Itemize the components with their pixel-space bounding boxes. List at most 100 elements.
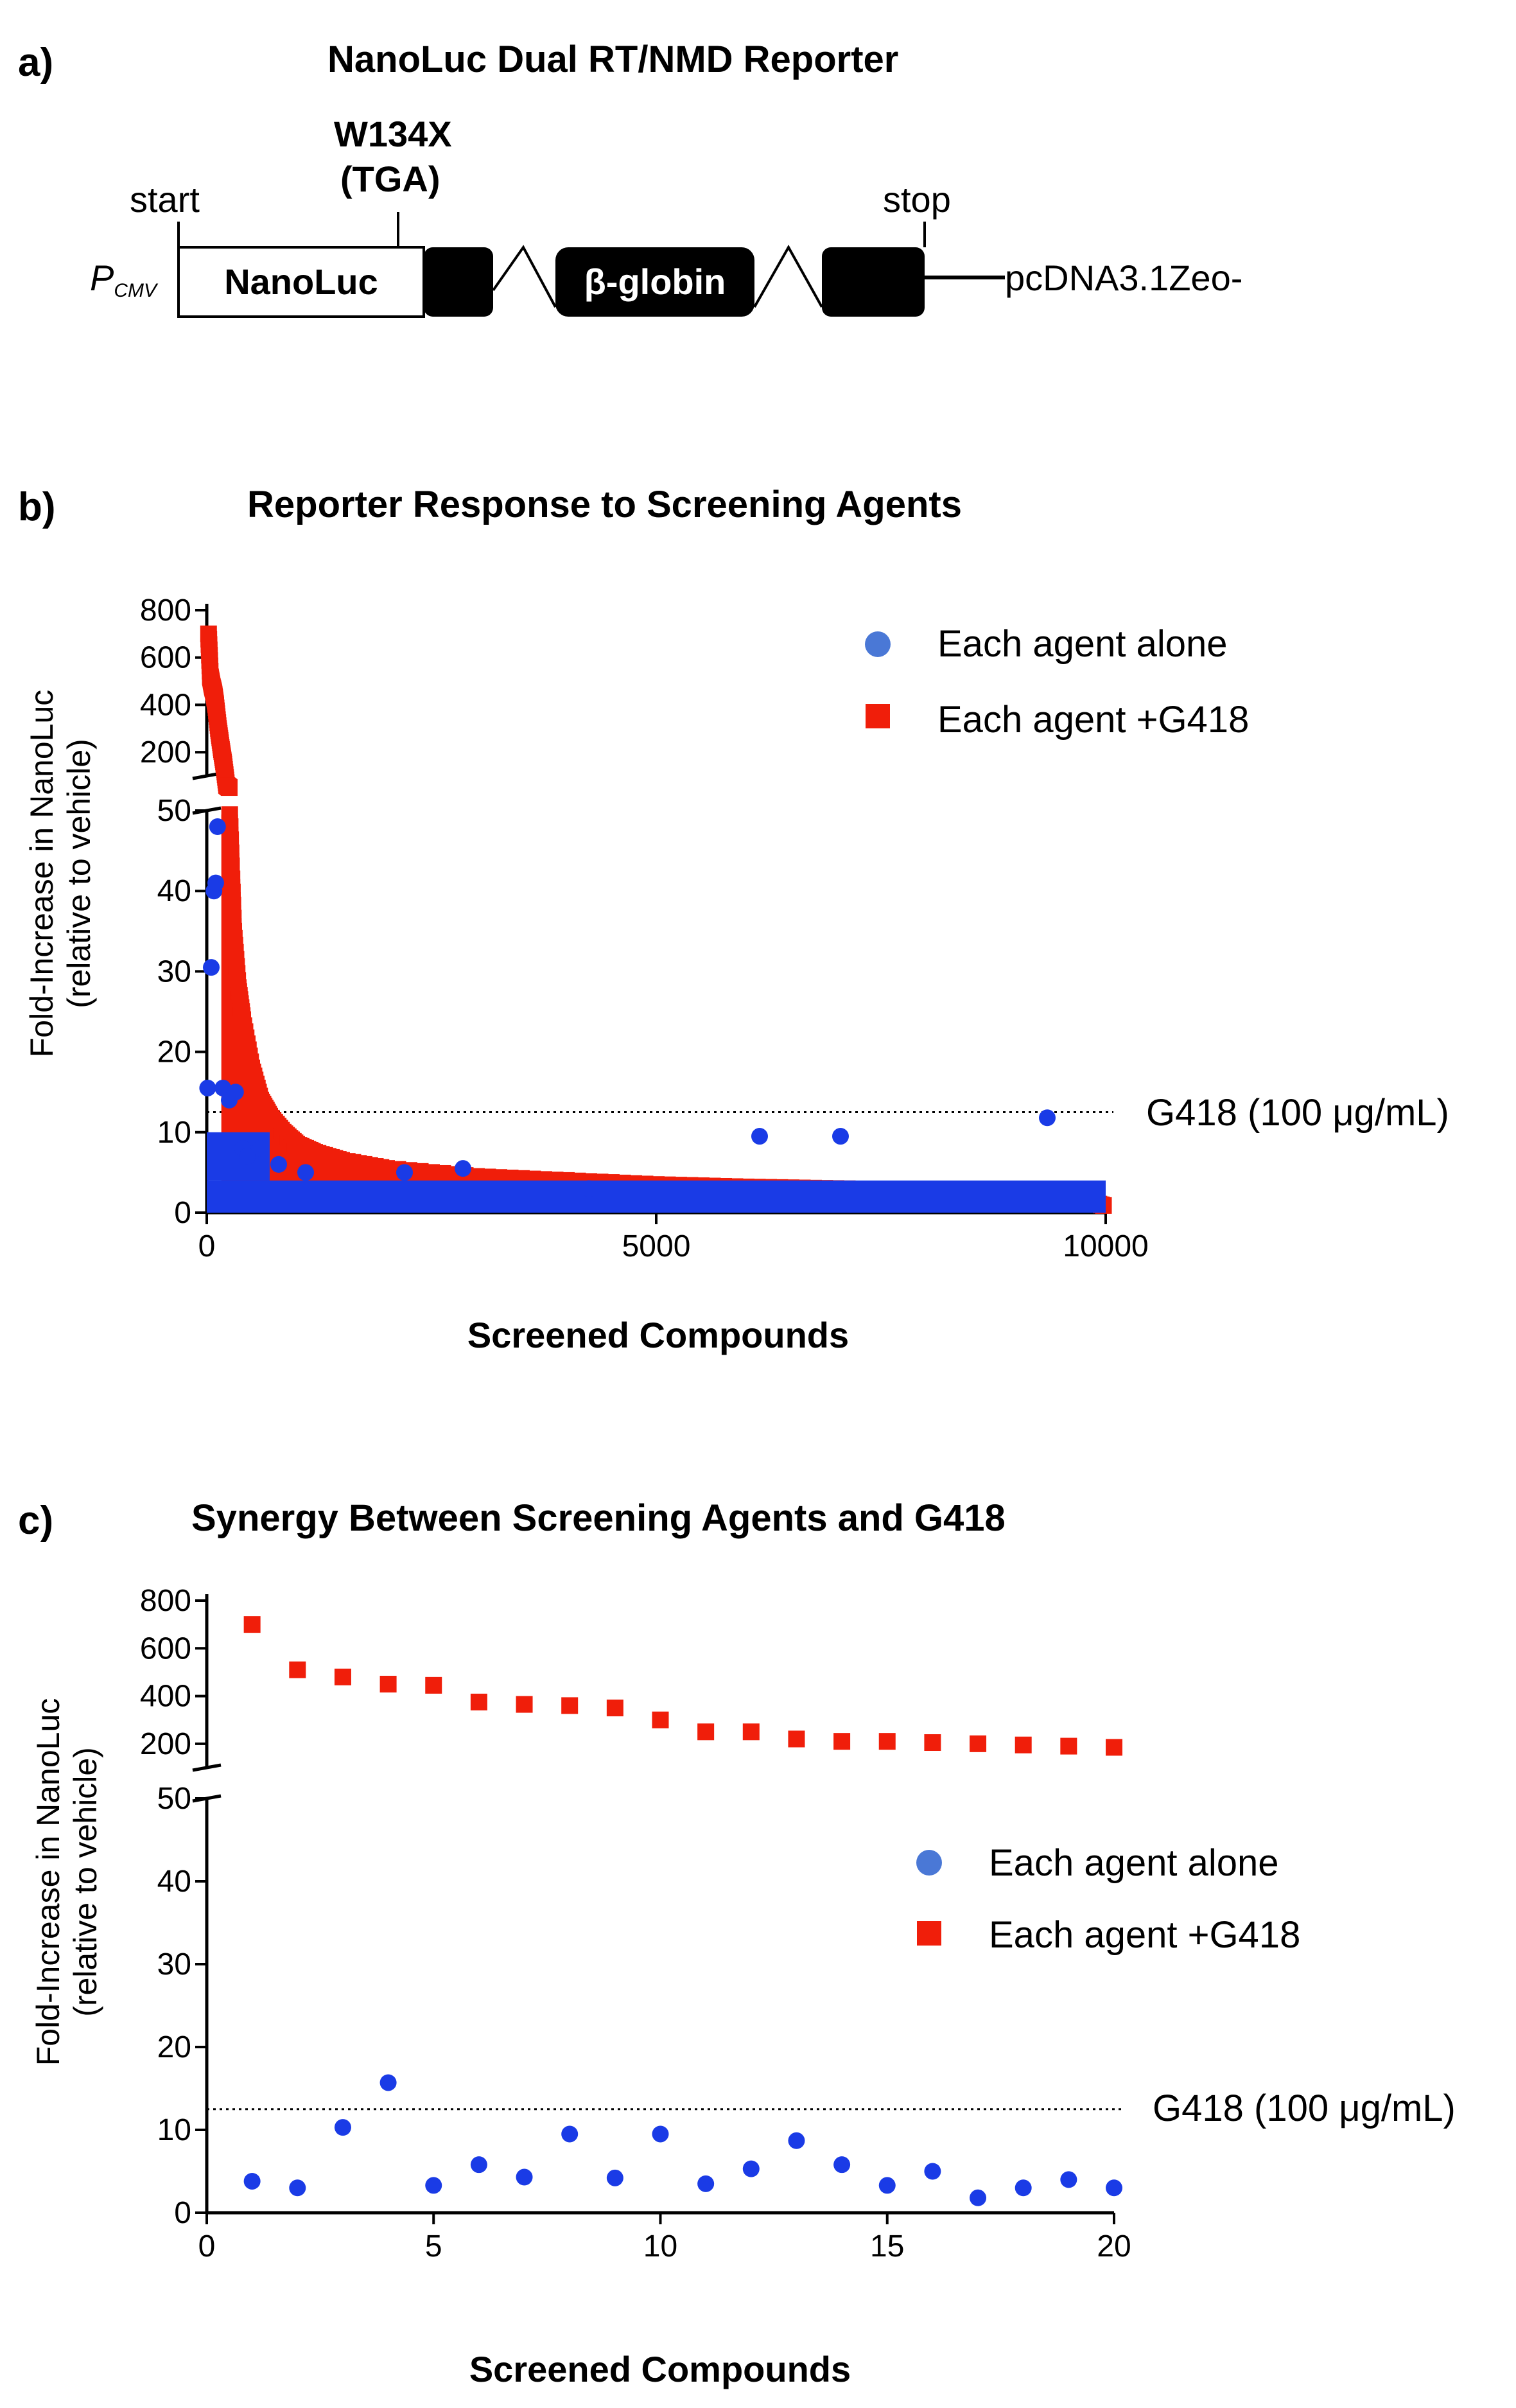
promoter-p: P xyxy=(90,258,114,298)
chart-c-xtick-label: 15 xyxy=(870,2229,904,2263)
chart-c-point-alone xyxy=(742,2160,760,2177)
chart-c-point-g418 xyxy=(788,1730,805,1748)
chart-b-legend-alone: Each agent alone xyxy=(937,623,1227,665)
chart-c-point-alone xyxy=(334,2119,351,2136)
chart-b-legend-g418: Each agent +G418 xyxy=(937,699,1249,741)
chart-b-point-alone xyxy=(396,1164,413,1181)
chart-c-ylabel: Fold-Increase in NanoLuc (relative to ve… xyxy=(30,1698,103,2066)
promoter-sub: CMV xyxy=(114,280,159,301)
chart-c-point-alone xyxy=(606,2169,623,2186)
chart-b-xtick-label: 5000 xyxy=(622,1229,691,1263)
chart-c-ytick-label: 50 xyxy=(157,1782,191,1816)
chart-c-point-g418 xyxy=(561,1697,579,1714)
chart-c-ytick-label-upper: 800 xyxy=(140,1584,191,1618)
panel-a: a) NanoLuc Dual RT/NMD Reporter W134X (T… xyxy=(18,39,1242,318)
chart-b-point-alone xyxy=(199,1079,216,1096)
chart-b-ytick-label-upper: 600 xyxy=(140,641,191,675)
stop-label: stop xyxy=(883,179,951,220)
chart-c-point-alone xyxy=(1015,2179,1032,2197)
chart-c-ytick-label-upper: 600 xyxy=(140,1631,191,1665)
chart-c-ytick-label: 0 xyxy=(174,2196,191,2230)
chart-c-point-g418 xyxy=(606,1700,623,1717)
vector-label: pcDNA3.1Zeo- xyxy=(1005,258,1242,298)
panel-c-label: c) xyxy=(18,1498,53,1543)
chart-b-point-alone xyxy=(209,818,226,836)
chart-b-point-alone xyxy=(580,1180,597,1197)
chart-b-ytick-label: 30 xyxy=(157,954,191,989)
chart-b-ytick-label-upper: 200 xyxy=(140,735,191,769)
codon-label: (TGA) xyxy=(340,159,440,199)
chart-c-point-alone xyxy=(970,2189,987,2206)
promoter-label: PCMV xyxy=(90,258,159,301)
chart-c-point-g418 xyxy=(379,1676,397,1692)
chart-c-ytick-label: 40 xyxy=(157,1865,191,1899)
chart-b-xlabel: Screened Compounds xyxy=(467,1315,849,1355)
chart-c-ytick-label-upper: 200 xyxy=(140,1727,191,1761)
chart-c-point-alone xyxy=(1106,2179,1122,2197)
chart-b-point-alone xyxy=(270,1156,287,1173)
chart-b-ytick-label: 50 xyxy=(157,794,191,828)
chart-c-ref-label: G418 (100 μg/mL) xyxy=(1153,2087,1456,2129)
chart-b-point-alone-band xyxy=(207,1180,1106,1213)
chart-b-legend-marker-g418 xyxy=(866,704,890,728)
chart-c-point-g418 xyxy=(243,1616,261,1633)
panel-a-title: NanoLuc Dual RT/NMD Reporter xyxy=(327,39,898,80)
nanoluc-label: NanoLuc xyxy=(224,261,378,302)
chart-c-point-g418 xyxy=(833,1733,851,1750)
chart-c-point-alone xyxy=(833,2156,851,2174)
chart-b-point-alone xyxy=(239,1148,256,1165)
chart-c-point-alone xyxy=(243,2172,261,2190)
chart-b-ytick-label-upper: 800 xyxy=(140,593,191,628)
chart-c-point-g418 xyxy=(425,1676,442,1694)
chart-c-point-g418 xyxy=(652,1711,669,1728)
chart-c-point-alone xyxy=(878,2177,896,2194)
chart-b-point-alone xyxy=(1039,1109,1056,1127)
panel-c: c) Synergy Between Screening Agents and … xyxy=(18,1497,1456,2389)
chart-c-ylabel-line1: Fold-Increase in NanoLuc xyxy=(30,1698,66,2066)
exon-3 xyxy=(822,247,925,317)
chart-b-ylabel-line1: Fold-Increase in NanoLuc xyxy=(24,690,60,1058)
chart-c-ylabel-line2: (relative to vehicle) xyxy=(67,1747,103,2017)
chart-c-ytick-label-upper: 400 xyxy=(140,1680,191,1714)
chart-c-point-g418 xyxy=(878,1733,896,1750)
chart-c-point-g418 xyxy=(924,1734,941,1751)
chart-c-xtick-label: 20 xyxy=(1097,2229,1131,2263)
chart-b-point-alone xyxy=(203,959,220,976)
chart-c-xtick-label: 5 xyxy=(425,2229,442,2263)
nanoluc-box xyxy=(177,246,425,318)
chart-c-point-g418 xyxy=(742,1723,760,1741)
start-label: start xyxy=(130,179,200,220)
mutation-label: W134X xyxy=(334,114,452,154)
intron-1 xyxy=(492,245,557,308)
chart-b-point-alone xyxy=(207,874,224,892)
chart-b-title: Reporter Response to Screening Agents xyxy=(247,484,962,525)
chart-b-ytick-label: 0 xyxy=(174,1196,191,1230)
chart-b-ylabel-line2: (relative to vehicle) xyxy=(61,739,97,1008)
panel-b: b) Reporter Response to Screening Agents… xyxy=(18,484,1449,1355)
chart-c-axis-break-top xyxy=(192,1763,222,1772)
chart-c-ytick-label: 10 xyxy=(157,2113,191,2147)
chart-c-ytick-label: 20 xyxy=(157,2030,191,2064)
chart-c-point-g418 xyxy=(1106,1739,1122,1756)
chart-b-ytick-label: 20 xyxy=(157,1035,191,1069)
chart-c-point-g418 xyxy=(1060,1737,1077,1755)
panel-b-label: b) xyxy=(18,485,56,529)
chart-b-ref-label: G418 (100 μg/mL) xyxy=(1146,1092,1449,1134)
chart-c-point-g418 xyxy=(697,1723,715,1741)
chart-b-legend-marker-alone xyxy=(865,631,891,657)
chart-c-legend-alone: Each agent alone xyxy=(989,1842,1278,1884)
chart-c-legend-marker-alone xyxy=(916,1850,942,1876)
chart-b-point-alone xyxy=(227,1084,244,1101)
chart-b-xtick-label: 10000 xyxy=(1063,1229,1148,1263)
chart-c-point-alone xyxy=(652,2125,669,2143)
chart-c-point-alone xyxy=(516,2168,533,2186)
chart-c-point-alone xyxy=(788,2132,805,2149)
chart-b-ylabel: Fold-Increase in NanoLuc (relative to ve… xyxy=(24,690,97,1058)
chart-c-legend-g418: Each agent +G418 xyxy=(989,1914,1300,1956)
chart-c-point-g418 xyxy=(970,1735,987,1752)
chart-b-xtick-label: 0 xyxy=(198,1229,216,1263)
chart-c-xlabel: Screened Compounds xyxy=(469,2349,851,2389)
chart-b-ytick-label: 10 xyxy=(157,1116,191,1150)
chart-b-point-alone xyxy=(252,1139,269,1157)
